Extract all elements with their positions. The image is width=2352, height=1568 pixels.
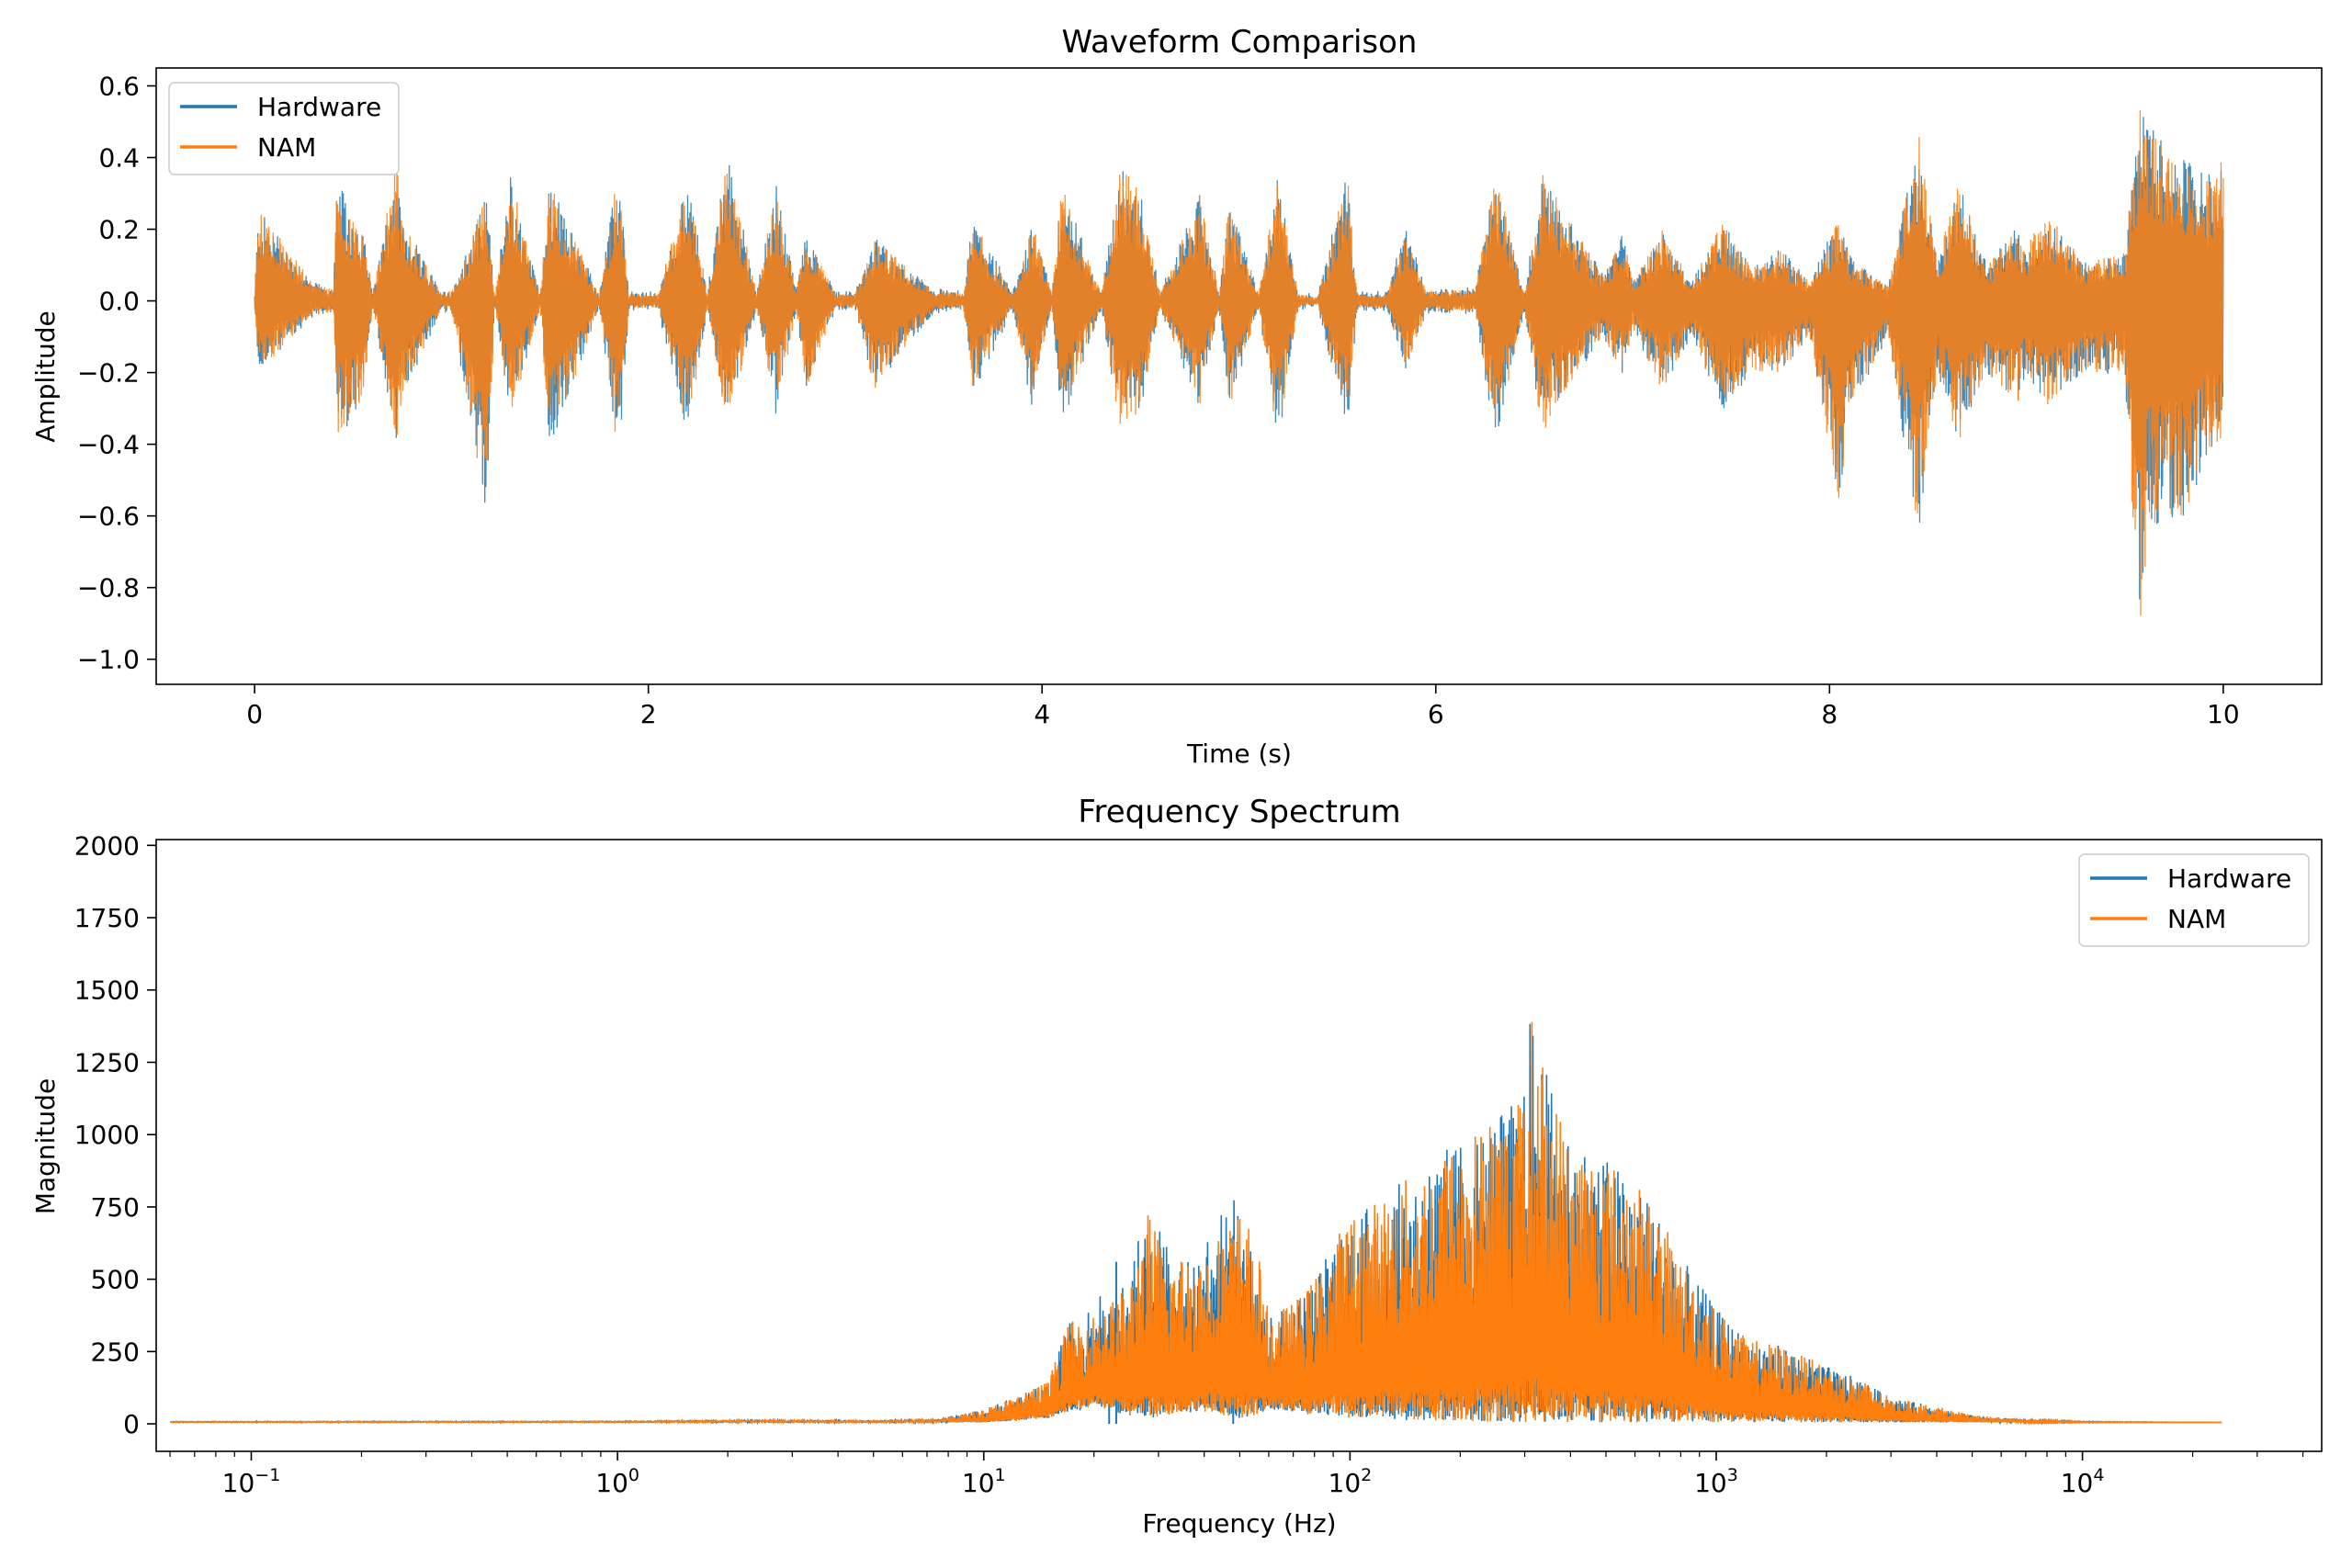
x-tick-label: 4 xyxy=(1034,699,1050,729)
y-tick-label: −0.8 xyxy=(77,573,140,604)
axes-frame xyxy=(155,67,2323,685)
x-tick-label: 104 xyxy=(2061,1465,2105,1498)
y-axis-label: Magnitude xyxy=(30,1078,61,1214)
y-tick-label: −0.2 xyxy=(77,358,140,389)
x-axis-label: Time (s) xyxy=(1186,739,1292,769)
x-tick-label: 100 xyxy=(595,1465,639,1498)
x-tick-label: 10 xyxy=(2207,699,2240,729)
y-tick-label: 1250 xyxy=(74,1047,140,1077)
x-tick-label: 6 xyxy=(1428,699,1444,729)
legend-label-nam: NAM xyxy=(257,132,316,163)
x-tick-label: 102 xyxy=(1329,1465,1373,1498)
plot-area xyxy=(254,109,2224,616)
y-tick-label: 1750 xyxy=(74,903,140,933)
y-tick-label: −0.4 xyxy=(77,430,140,460)
chart-title: Waveform Comparison xyxy=(1062,24,1418,61)
y-tick-label: −1.0 xyxy=(77,645,140,675)
y-axis: 0 250 500 750 1000 1250 1500 1750 2000 xyxy=(74,830,156,1439)
chart-title: Frequency Spectrum xyxy=(1078,794,1400,830)
plot-area xyxy=(169,1021,2222,1426)
y-tick-label: 0 xyxy=(123,1409,140,1439)
y-tick-label: 1500 xyxy=(74,976,140,1006)
x-axis-label: Frequency (Hz) xyxy=(1142,1508,1336,1539)
axes-frame xyxy=(155,839,2323,1452)
y-tick-label: 0.4 xyxy=(98,143,140,174)
legend-label-hardware: Hardware xyxy=(257,92,381,122)
spectrum-chart: Frequency Spectrum 10−1 100 101 102 103 104 0… xyxy=(30,794,2323,1539)
y-tick-label: 1000 xyxy=(74,1120,140,1150)
y-axis: 0.6 0.4 0.2 0.0 −0.2 −0.4 −0.6 −0.8 −1.0 xyxy=(77,72,156,675)
y-tick-label: 0.2 xyxy=(98,215,140,245)
series-line-nam xyxy=(169,1021,2222,1426)
legend-label-nam: NAM xyxy=(2167,904,2226,934)
series-line-nam xyxy=(254,109,2224,616)
x-tick-label: 2 xyxy=(640,699,657,729)
x-tick-label: 103 xyxy=(1694,1465,1738,1498)
legend: Hardware NAM xyxy=(168,82,400,175)
x-axis: 0 2 4 6 8 10 xyxy=(246,684,2240,729)
y-tick-label: 250 xyxy=(91,1337,140,1367)
y-tick-label: 2000 xyxy=(74,830,140,861)
x-axis: 10−1 100 101 102 103 104 xyxy=(169,1451,2304,1498)
y-tick-label: 500 xyxy=(91,1265,140,1295)
x-tick-label: 10−1 xyxy=(222,1465,281,1498)
waveform-chart: Waveform Comparison 0 2 4 6 8 10 0.6 0.4 0.2 0.0… xyxy=(30,24,2323,769)
legend: Hardware NAM xyxy=(2078,853,2310,947)
x-tick-label: 0 xyxy=(246,699,263,729)
legend-label-hardware: Hardware xyxy=(2167,863,2291,894)
x-tick-label: 8 xyxy=(1821,699,1838,729)
x-tick-label: 101 xyxy=(962,1465,1006,1498)
y-axis-label: Amplitude xyxy=(30,310,61,443)
y-tick-label: −0.6 xyxy=(77,502,140,532)
y-tick-label: 0.0 xyxy=(98,287,140,317)
y-tick-label: 0.6 xyxy=(98,72,140,102)
y-tick-label: 750 xyxy=(91,1192,140,1223)
